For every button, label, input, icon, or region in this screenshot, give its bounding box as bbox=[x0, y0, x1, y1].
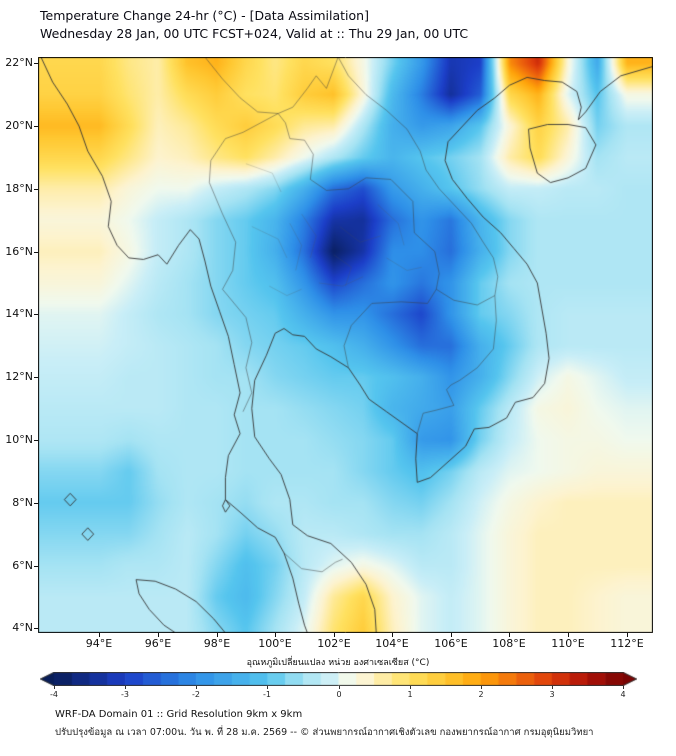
x-axis-tick-label: 106°E bbox=[434, 637, 468, 650]
y-axis-tick bbox=[34, 63, 38, 64]
x-axis-tick bbox=[451, 633, 452, 637]
y-axis-tick-label: 8°N bbox=[12, 496, 33, 509]
chart-subtitle: Wednesday 28 Jan, 00 UTC FCST+024, Valid… bbox=[40, 26, 469, 41]
x-axis-tick-label: 100°E bbox=[258, 637, 292, 650]
y-axis-tick bbox=[34, 377, 38, 378]
x-axis-tick bbox=[275, 633, 276, 637]
colorbar-tick bbox=[196, 686, 197, 689]
chart-title: Temperature Change 24-hr (°C) - [Data As… bbox=[40, 8, 369, 23]
colorbar-tick-label: -3 bbox=[121, 690, 129, 699]
colorbar-tick-label: 2 bbox=[478, 690, 484, 699]
x-axis-tick bbox=[568, 633, 569, 637]
x-axis-tick bbox=[627, 633, 628, 637]
model-info-text: WRF-DA Domain 01 :: Grid Resolution 9km … bbox=[55, 709, 303, 720]
y-axis-tick bbox=[34, 566, 38, 567]
colorbar-tick-label: -4 bbox=[50, 690, 58, 699]
y-axis-tick-label: 10°N bbox=[5, 433, 33, 446]
y-axis-tick bbox=[34, 440, 38, 441]
update-credit-text: ปรับปรุงข้อมูล ณ เวลา 07:00น. วัน พ. ที่… bbox=[55, 727, 594, 738]
x-axis-tick bbox=[99, 633, 100, 637]
temperature-change-map bbox=[38, 57, 653, 633]
x-axis-tick-label: 96°E bbox=[144, 637, 172, 650]
colorbar-tick-label: -1 bbox=[263, 690, 271, 699]
x-axis-tick bbox=[334, 633, 335, 637]
y-axis-tick bbox=[34, 503, 38, 504]
colorbar-tick bbox=[623, 686, 624, 689]
colorbar-tick bbox=[54, 686, 55, 689]
y-axis-tick-label: 14°N bbox=[5, 307, 33, 320]
colorbar-tick bbox=[481, 686, 482, 689]
y-axis-tick-label: 4°N bbox=[12, 621, 33, 634]
colorbar-tick bbox=[410, 686, 411, 689]
y-axis-tick bbox=[34, 314, 38, 315]
y-axis-tick bbox=[34, 189, 38, 190]
x-axis-tick bbox=[509, 633, 510, 637]
colorbar-tick bbox=[267, 686, 268, 689]
colorbar-tick-label: 0 bbox=[336, 690, 342, 699]
y-axis-tick-label: 16°N bbox=[5, 245, 33, 258]
colorbar-tick-label: -2 bbox=[192, 690, 200, 699]
y-axis-tick-label: 18°N bbox=[5, 182, 33, 195]
colorbar-tick bbox=[125, 686, 126, 689]
y-axis-tick bbox=[34, 252, 38, 253]
x-axis-tick-label: 110°E bbox=[551, 637, 585, 650]
y-axis-tick bbox=[34, 628, 38, 629]
colorbar-tick-label: 3 bbox=[549, 690, 555, 699]
y-axis-tick-label: 12°N bbox=[5, 370, 33, 383]
x-axis-tick-label: 104°E bbox=[375, 637, 409, 650]
colorbar bbox=[40, 672, 637, 686]
x-axis-tick-label: 108°E bbox=[492, 637, 526, 650]
x-axis-tick-label: 94°E bbox=[85, 637, 113, 650]
x-axis-tick bbox=[217, 633, 218, 637]
colorbar-tick-label: 4 bbox=[620, 690, 626, 699]
y-axis-tick bbox=[34, 126, 38, 127]
y-axis-tick-label: 6°N bbox=[12, 559, 33, 572]
colorbar-tick-label: 1 bbox=[407, 690, 413, 699]
colorbar-tick bbox=[552, 686, 553, 689]
x-axis-tick-label: 112°E bbox=[610, 637, 644, 650]
y-axis-tick-label: 22°N bbox=[5, 56, 33, 69]
x-axis-tick bbox=[392, 633, 393, 637]
y-axis-tick-label: 20°N bbox=[5, 119, 33, 132]
colorbar-tick bbox=[339, 686, 340, 689]
x-axis-tick-label: 102°E bbox=[317, 637, 351, 650]
colorbar-label: อุณหภูมิเปลี่ยนแปลง หน่วย องศาเซลเซียส (… bbox=[246, 658, 430, 668]
x-axis-tick-label: 98°E bbox=[203, 637, 231, 650]
x-axis-tick bbox=[158, 633, 159, 637]
